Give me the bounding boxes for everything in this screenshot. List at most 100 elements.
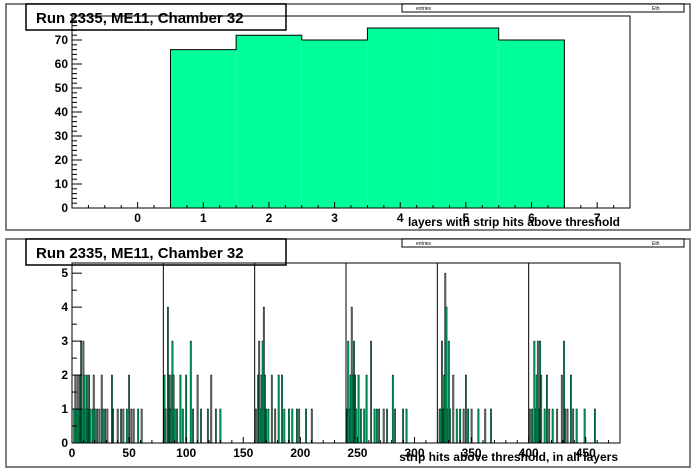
bottom-x-tick-label-250: 250 — [347, 446, 367, 460]
bottom-axes-group: 0 50 100 150 200 250 300 350 400 450 0 1 2 3 4 5 — [61, 262, 621, 460]
top-y-tick-label-50: 50 — [55, 81, 69, 95]
bottom-bar-92 — [176, 408, 178, 444]
bottom-bar-106 — [192, 408, 194, 444]
bottom-bar-253 — [359, 408, 362, 444]
top-bars-group — [169, 27, 565, 209]
bottom-bar-122 — [210, 374, 213, 444]
bottom-bar-421 — [551, 408, 554, 444]
top-histogram-outline — [169, 27, 565, 208]
bottom-x-axis-label: strip hits above threshold, in all layer… — [399, 450, 618, 464]
bottom-bar-418 — [548, 408, 551, 444]
top-y-tick-label-0: 0 — [61, 201, 68, 215]
bottom-bar-458 — [594, 408, 596, 444]
bottom-bar-251 — [357, 374, 360, 444]
bottom-bar-449 — [583, 408, 586, 444]
bottom-bar-24 — [98, 408, 101, 444]
bottom-x-tick-label-50: 50 — [122, 446, 136, 460]
bottom-bar-45 — [122, 408, 125, 444]
bottom-bar-425 — [556, 408, 559, 444]
bottom-bar-126 — [214, 408, 217, 444]
bottom-bar-97 — [181, 408, 184, 444]
bottom-bar-439 — [572, 408, 575, 444]
bottom-bar-267 — [375, 408, 378, 444]
bottom-bar-27 — [101, 408, 104, 444]
bottom-bar-432 — [564, 408, 567, 444]
bottom-bar-90 — [173, 408, 176, 444]
top-x-tick-label-3: 3 — [331, 211, 338, 225]
top-x-tick-label-1: 1 — [200, 211, 207, 225]
bottom-stats-box — [401, 238, 685, 248]
bottom-bar-170 — [265, 408, 267, 444]
top-x-tick-label-0: 0 — [134, 211, 141, 225]
bottom-bar-442 — [575, 408, 578, 444]
bottom-bar-31 — [106, 408, 109, 444]
bottom-stats-right-label: Eth — [652, 241, 660, 247]
bottom-bar-283 — [394, 408, 396, 444]
top-stats-right-label: Eth — [652, 6, 660, 12]
bottom-chart-title: Run 2335, ME11, Chamber 32 — [36, 245, 244, 262]
bottom-bar-437 — [570, 374, 572, 444]
bottom-x-tick-label-100: 100 — [176, 446, 196, 460]
bottom-histogram-panel: Run 2335, ME11, Chamber 32 entries Eth 0… — [5, 238, 691, 468]
top-x-tick-label-6: 6 — [528, 211, 535, 225]
bottom-bar-276 — [386, 408, 388, 444]
bottom-bar-205 — [305, 408, 307, 444]
bottom-bar-52 — [130, 408, 133, 444]
bottom-bar-95 — [179, 374, 182, 444]
bottom-bar-172 — [267, 408, 270, 444]
top-y-tick-label-20: 20 — [55, 153, 69, 167]
bottom-bar-356 — [477, 408, 480, 444]
bottom-bar-334 — [452, 374, 455, 444]
bottom-bar-416 — [546, 374, 548, 444]
bottom-title-box — [25, 238, 287, 266]
bottom-bar-40 — [116, 408, 119, 444]
top-bar-4 — [367, 28, 434, 208]
bottom-bar-58 — [137, 408, 140, 444]
bottom-bar-184 — [281, 374, 283, 444]
bottom-y-tick-label-2: 2 — [61, 368, 68, 382]
top-x-axis-label: layers with strip hits above threshold — [408, 215, 620, 229]
bottom-x-tick-label-450: 450 — [576, 446, 596, 460]
bottom-bar-50 — [128, 374, 130, 444]
bottom-bar-113 — [200, 408, 202, 444]
bottom-bar-210 — [310, 408, 313, 444]
bottom-bar-130 — [219, 408, 222, 444]
bottom-bar-262 — [370, 340, 372, 444]
top-y-tick-label-40: 40 — [55, 105, 69, 119]
bottom-bar-161 — [254, 408, 257, 444]
bottom-y-tick-label-5: 5 — [61, 266, 68, 280]
top-title-box — [25, 3, 287, 31]
top-bar-3 — [301, 40, 368, 208]
bottom-bar-414 — [543, 408, 546, 444]
bottom-bar-331 — [449, 408, 451, 444]
bottom-bar-178 — [274, 408, 277, 444]
bottom-bar-61 — [140, 408, 143, 444]
bottom-bar-100 — [185, 374, 188, 444]
bottom-bar-110 — [196, 374, 199, 444]
bottom-bar-258 — [365, 374, 368, 444]
bottom-bar-340 — [459, 408, 462, 444]
bottom-bar-199 — [298, 408, 301, 444]
top-x-tick-label-2: 2 — [266, 211, 273, 225]
bottom-x-tick-label-400: 400 — [519, 446, 539, 460]
bottom-x-tick-label-150: 150 — [233, 446, 253, 460]
bottom-bar-193 — [291, 408, 294, 444]
top-x-tick-label-5: 5 — [463, 211, 470, 225]
bottom-bar-429 — [560, 374, 563, 444]
bottom-bar-269 — [378, 408, 380, 444]
bottom-y-tick-label-3: 3 — [61, 334, 68, 348]
bottom-stats-left-label: entries — [416, 241, 432, 247]
bottom-bar-186 — [283, 408, 286, 444]
bottom-x-tick-label-300: 300 — [404, 446, 424, 460]
bottom-bar-48 — [125, 408, 128, 444]
bottom-bar-290 — [402, 408, 404, 444]
bottom-bar-16 — [89, 408, 92, 444]
top-chart-title: Run 2335, ME11, Chamber 32 — [36, 10, 244, 27]
top-stats-box — [401, 3, 685, 13]
top-bar-2 — [236, 35, 302, 209]
bottom-y-tick-label-4: 4 — [61, 300, 68, 314]
bottom-bar-36 — [112, 408, 114, 444]
bottom-bar-337 — [455, 408, 458, 444]
